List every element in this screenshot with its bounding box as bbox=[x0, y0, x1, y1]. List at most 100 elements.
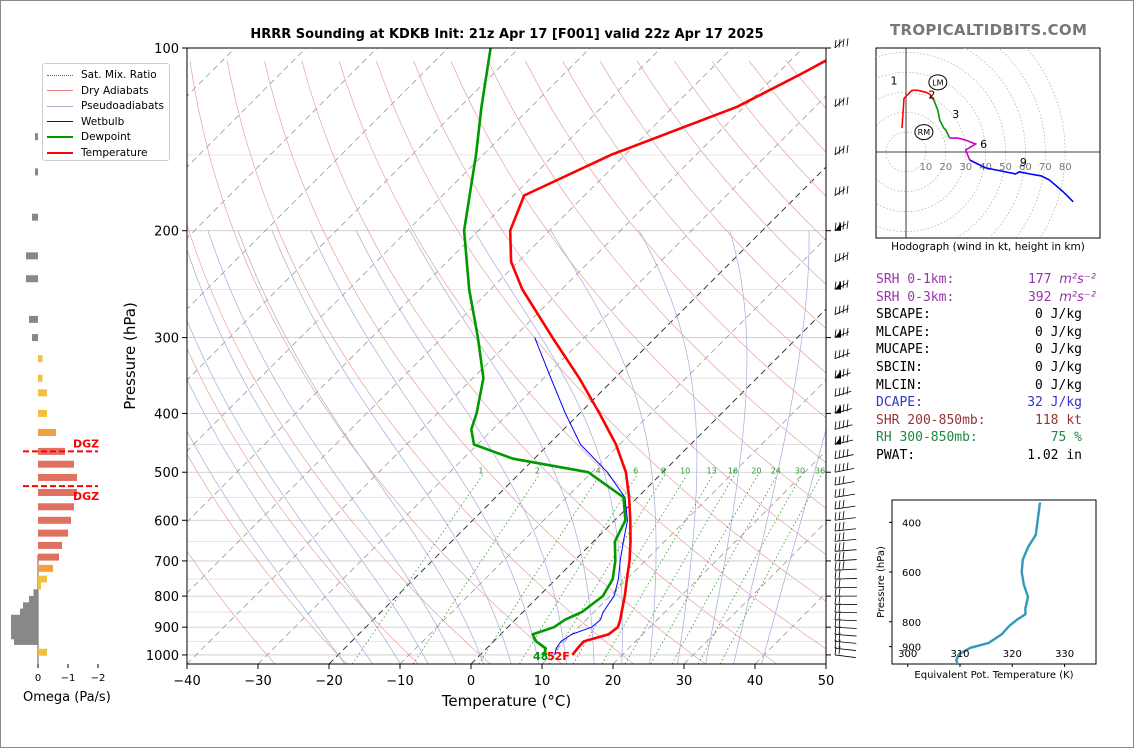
wind-barb-pennant bbox=[835, 405, 841, 414]
surface-dewpoint-label: 48 bbox=[533, 650, 548, 663]
omega-bar bbox=[38, 409, 47, 417]
wind-barb-feather bbox=[842, 551, 845, 560]
isotherm-line bbox=[187, 48, 662, 523]
param-value: 1.02 in bbox=[1027, 447, 1082, 463]
wind-barb-feather bbox=[838, 618, 841, 627]
dewpoint-line bbox=[462, 48, 627, 656]
wind-barb-pennant bbox=[835, 370, 841, 379]
wind-barb-feather bbox=[834, 370, 837, 379]
legend-entry: Wetbulb bbox=[47, 115, 124, 129]
omega-bar bbox=[32, 213, 38, 221]
wind-barb bbox=[834, 40, 843, 49]
wind-barb-feather bbox=[842, 532, 845, 541]
y-tick-label: 600 bbox=[154, 514, 179, 529]
hodograph-ring-label: 60 bbox=[1019, 162, 1032, 173]
wind-barb-feather bbox=[834, 522, 837, 532]
wind-barb bbox=[834, 308, 849, 316]
mixing-ratio-label: 1 bbox=[478, 466, 483, 475]
wind-barb-feather bbox=[846, 434, 849, 443]
mixing-ratio-line bbox=[671, 474, 778, 664]
theta-e-x-tick-label: 310 bbox=[950, 649, 969, 660]
pseudoadiabat-line bbox=[473, 230, 623, 664]
mixing-ratio-line bbox=[412, 474, 540, 664]
surface-temperature-label: 52F bbox=[547, 650, 570, 663]
hodograph-motion-marker bbox=[928, 74, 948, 91]
wind-barb-feather bbox=[842, 97, 845, 106]
wind-barb-feather bbox=[846, 348, 849, 357]
wind-barb-feather bbox=[834, 281, 837, 290]
y-tick-label: 300 bbox=[154, 332, 179, 347]
wind-barb-feather bbox=[834, 222, 837, 231]
omega-bar bbox=[38, 503, 74, 511]
wind-barb-feather bbox=[842, 560, 845, 570]
x-tick-label: −40 bbox=[173, 674, 200, 689]
wind-barb-feather bbox=[838, 595, 841, 604]
wind-barb-feather bbox=[842, 488, 845, 497]
mixing-ratio-line bbox=[478, 474, 601, 664]
wind-barb-feather bbox=[842, 542, 845, 551]
y-tick-label: 1000 bbox=[146, 649, 179, 664]
isotherm-line bbox=[399, 237, 826, 664]
legend-swatch bbox=[47, 136, 73, 138]
wind-barb-feather bbox=[834, 571, 837, 580]
x-tick-label: 40 bbox=[747, 674, 764, 689]
omega-bar bbox=[11, 632, 38, 640]
param-value: 0 J/kg bbox=[1035, 307, 1082, 323]
dry-adiabat-line bbox=[562, 60, 826, 374]
pseudoadiabat-line bbox=[187, 430, 345, 664]
wind-barb-feather bbox=[846, 462, 849, 471]
y-tick-label: 100 bbox=[154, 42, 179, 57]
wind-barb-feather bbox=[842, 435, 845, 444]
wind-barb-pennant bbox=[835, 436, 841, 445]
hodograph-height-label: 1 bbox=[891, 74, 898, 87]
omega-bar bbox=[33, 589, 38, 597]
param-row: DCAPE: 32 J/kg bbox=[876, 395, 1096, 413]
legend-label: Pseudoadiabats bbox=[81, 100, 164, 112]
x-tick-label: 30 bbox=[676, 674, 693, 689]
wind-barb-feather bbox=[834, 596, 837, 605]
omega-bar bbox=[29, 595, 38, 603]
wind-barb-feather bbox=[838, 646, 841, 655]
mixing-ratio-label: 30 bbox=[795, 466, 805, 475]
y-tick-label: 200 bbox=[154, 225, 179, 240]
wind-barb-feather bbox=[834, 588, 837, 597]
omega-bar bbox=[38, 529, 68, 537]
wind-barb-feather bbox=[834, 562, 837, 571]
dry-adiabat-line bbox=[189, 60, 563, 664]
hodograph-motion-label: RM bbox=[918, 128, 931, 137]
omega-x-tick-label: −2 bbox=[91, 673, 106, 684]
dry-adiabat-line bbox=[264, 60, 706, 664]
wind-barb-feather bbox=[838, 579, 841, 588]
wind-barb-feather bbox=[842, 305, 845, 314]
parameter-table: SRH 0-1km: 177 m²s⁻² SRH 0-3km: 392 m²s⁻² SB… bbox=[876, 272, 1096, 466]
param-row: SRH 0-1km: 177 m²s⁻² bbox=[876, 272, 1096, 290]
theta-e-x-label: Equivalent Pot. Temperature (K) bbox=[914, 670, 1073, 681]
omega-bar bbox=[38, 389, 47, 397]
y-axis-label: Pressure (hPa) bbox=[121, 302, 139, 410]
theta-e-y-tick-label: 900 bbox=[902, 643, 921, 654]
param-name: MLCIN: bbox=[876, 377, 923, 393]
dry-adiabat-line bbox=[187, 347, 419, 664]
wind-barb-feather bbox=[846, 38, 849, 47]
mixing-ratio-line bbox=[719, 474, 822, 664]
omega-bar bbox=[35, 168, 38, 176]
mixing-ratio-line bbox=[697, 474, 802, 664]
legend-label: Dry Adiabats bbox=[81, 84, 149, 97]
param-value: 75 % bbox=[1050, 430, 1082, 446]
wind-barb-feather bbox=[838, 387, 841, 396]
wind-barb-feather bbox=[842, 462, 845, 472]
dry-adiabat-line bbox=[375, 60, 826, 602]
pseudoadiabat-line bbox=[271, 230, 512, 664]
hodograph-trace bbox=[969, 159, 1074, 203]
omega-bar bbox=[38, 516, 71, 524]
legend-swatch bbox=[47, 121, 73, 122]
legend-label: Temperature bbox=[81, 146, 148, 159]
hodograph-motion-marker bbox=[914, 124, 934, 141]
isotherm-line bbox=[187, 48, 804, 664]
pseudoadiabat-line bbox=[310, 230, 540, 664]
wind-barb-feather bbox=[842, 145, 845, 154]
wind-barb-feather bbox=[842, 387, 845, 396]
param-value: 118 kt bbox=[1035, 412, 1082, 428]
pseudoadiabat-line bbox=[207, 230, 457, 664]
